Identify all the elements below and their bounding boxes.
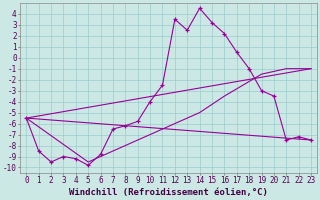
X-axis label: Windchill (Refroidissement éolien,°C): Windchill (Refroidissement éolien,°C) bbox=[69, 188, 268, 197]
